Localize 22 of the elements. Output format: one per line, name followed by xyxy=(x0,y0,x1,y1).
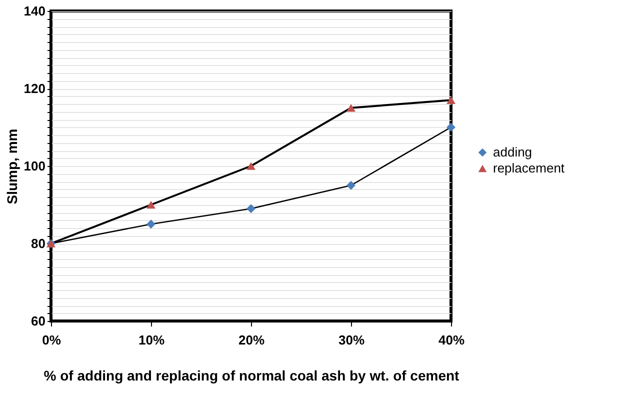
y-axis-title: Slump, mm xyxy=(4,128,20,204)
x-tick-label: 10% xyxy=(138,332,165,348)
point xyxy=(346,180,356,190)
point xyxy=(146,200,156,209)
y-tick-label: 140 xyxy=(24,4,46,18)
legend-label: replacement xyxy=(493,160,565,176)
point xyxy=(446,96,456,104)
y-tick-label: 120 xyxy=(24,81,46,96)
y-tick-label: 60 xyxy=(31,314,46,328)
point xyxy=(146,220,156,229)
y-tick-label: 80 xyxy=(31,236,46,251)
point xyxy=(246,162,256,170)
point xyxy=(446,122,456,132)
x-tick-label: 20% xyxy=(238,332,265,348)
x-tick-label: 0% xyxy=(42,332,62,348)
x-tick-label: 40% xyxy=(438,332,465,348)
point xyxy=(246,204,256,214)
y-tick-label: 100 xyxy=(24,158,46,174)
x-tick-label: 30% xyxy=(338,332,365,348)
point xyxy=(346,104,356,112)
x-axis-title: % of adding and replacing of normal coal ash by wt. of cement xyxy=(44,368,460,384)
legend-label: adding xyxy=(493,144,532,160)
